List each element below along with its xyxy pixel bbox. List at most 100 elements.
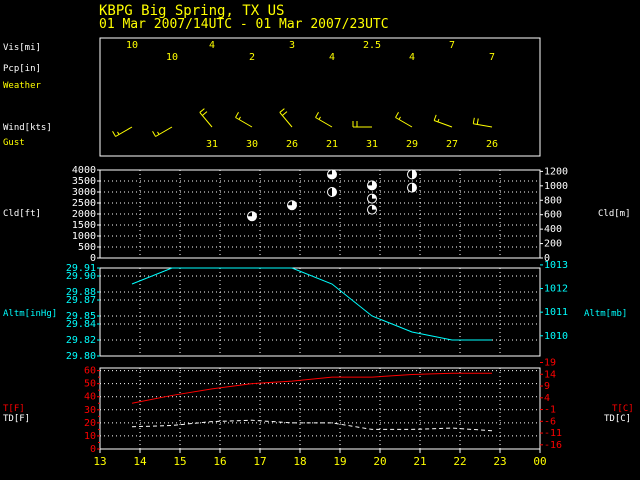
dewpoint-series-line	[131, 419, 493, 432]
cloud-ytick-right-label: 200	[544, 239, 562, 250]
wind-barb-shaft	[235, 117, 253, 128]
temperature-ytick-label: 50	[84, 379, 96, 390]
temperature-panel-frame	[99, 367, 541, 450]
wind-barb-shaft	[115, 126, 133, 137]
wind-barb-shaft	[199, 112, 213, 128]
wind-barb-flag	[202, 111, 208, 116]
cloud-axis-title-right: Cld[m]	[598, 209, 631, 219]
cloud-ytick-right-label: 600	[544, 210, 562, 221]
cloud-ytick-right-label: 800	[544, 195, 562, 206]
plot-layer: Vis[mi]Pcp[in]WeatherWind[kts]Gust101043…	[3, 37, 634, 468]
altimeter-axis-title-right: Altm[mb]	[584, 309, 627, 319]
temperature-ytick-label: 0	[90, 444, 96, 455]
time-xtick-label: 20	[373, 455, 386, 468]
wind-barb-shaft	[315, 117, 333, 128]
cloud-marker-fill	[372, 205, 377, 210]
visibility-value: 10	[126, 40, 138, 51]
altimeter-ytick-label: 29.88	[66, 287, 96, 298]
altimeter-ytick-label: 29.87	[66, 295, 96, 306]
visibility-value: 7	[489, 52, 495, 63]
wind-barb-flag	[476, 118, 479, 125]
wind-barb-flag	[318, 116, 321, 120]
temperature-series-line	[131, 372, 492, 404]
wind-barb-shaft	[155, 126, 173, 137]
cloud-ytick-label: 2000	[72, 209, 96, 220]
visibility-value: 7	[449, 40, 455, 51]
obs-panel-frame	[99, 37, 541, 157]
cloud-ytick-label: 0	[90, 253, 96, 264]
wind-barb-flag	[157, 131, 160, 135]
time-xtick-label: 00	[533, 455, 546, 468]
wind-barb-flag	[398, 116, 401, 120]
cloud-marker-fill	[367, 180, 377, 190]
altimeter-ytick-label: 29.91	[66, 263, 96, 274]
cloud-marker-fill	[412, 169, 417, 179]
cloud-marker-fill	[327, 169, 337, 179]
time-xtick-label: 21	[413, 455, 426, 468]
temperature-axis-title-right: T[C]	[612, 404, 634, 414]
wind-barb-flag	[395, 112, 399, 118]
wind-barb-flag	[437, 118, 440, 123]
wind-barb-flag	[238, 116, 241, 120]
altimeter-axis-title: Altm[inHg]	[3, 309, 57, 319]
obs-row-label: Weather	[3, 81, 42, 91]
period-subtitle: 01 Mar 2007/14UTC - 01 Mar 2007/23UTC	[99, 17, 389, 32]
cloud-ytick-right-label: 1000	[544, 181, 568, 192]
wind-barb-flag	[152, 131, 156, 137]
wind-barb-shaft	[473, 123, 493, 128]
visibility-value: 4	[209, 40, 215, 51]
temperature-ytick-right-label: -6	[544, 416, 556, 427]
obs-row-label: Wind[kts]	[3, 123, 52, 133]
wind-barb-shaft	[395, 117, 413, 128]
altimeter-panel-frame	[99, 267, 541, 357]
cloud-ytick-label: 1500	[72, 220, 96, 231]
wind-barb-shaft	[279, 112, 293, 128]
wind-barb-flag	[117, 131, 120, 135]
cloud-ytick-right-label: 400	[544, 224, 562, 235]
wind-barb-flag	[282, 111, 288, 116]
cloud-ytick-right-label: 0	[544, 253, 550, 264]
temperature-ytick-right-label: -1	[544, 405, 556, 416]
gust-value: 26	[486, 139, 498, 150]
gust-value: 29	[406, 139, 418, 150]
cloud-ytick-right-label: 1200	[544, 166, 568, 177]
dewpoint-axis-title: TD[F]	[3, 414, 30, 424]
wind-barb-flag	[235, 112, 239, 118]
altimeter-ytick-right-label: 1012	[544, 284, 568, 295]
temperature-axis-title: T[F]	[3, 404, 25, 414]
temperature-ytick-right-label: -11	[544, 428, 562, 439]
altimeter-ytick-label: 29.84	[66, 319, 96, 330]
visibility-value: 4	[409, 52, 415, 63]
cloud-ytick-label: 3500	[72, 176, 96, 187]
gust-value: 30	[246, 139, 258, 150]
wind-barb-flag	[199, 108, 205, 113]
cloud-marker-fill	[287, 200, 297, 210]
cloud-ytick-label: 1000	[72, 231, 96, 242]
temperature-ytick-right-label: 14	[544, 369, 556, 380]
altimeter-ytick-right-label: 1011	[544, 307, 568, 318]
cloud-marker-fill	[412, 183, 417, 193]
time-xtick-label: 17	[253, 455, 266, 468]
wind-barb-flag	[279, 108, 285, 113]
wind-barb-flag	[433, 114, 437, 121]
time-xtick-label: 23	[493, 455, 506, 468]
station-title: KBPG Big Spring, TX US	[99, 3, 284, 19]
cloud-marker-fill	[247, 211, 257, 221]
cloud-marker-fill	[372, 194, 377, 199]
time-xtick-label: 18	[293, 455, 306, 468]
wind-barb-flag	[112, 131, 116, 137]
visibility-value: 3	[289, 40, 295, 51]
time-xtick-label: 22	[453, 455, 466, 468]
altimeter-ytick-right-label: 1010	[544, 331, 568, 342]
altimeter-ytick-right-label: 1013	[544, 260, 568, 271]
altimeter-ytick-label: 29.82	[66, 335, 96, 346]
visibility-value: 4	[329, 52, 335, 63]
wind-barb-flag	[472, 117, 475, 124]
visibility-value: 10	[166, 52, 178, 63]
wind-barb-shaft	[433, 120, 453, 128]
gust-value: 31	[206, 139, 218, 150]
obs-row-label: Gust	[3, 138, 25, 148]
time-xtick-label: 14	[133, 455, 147, 468]
cloud-ytick-label: 4000	[72, 165, 96, 176]
